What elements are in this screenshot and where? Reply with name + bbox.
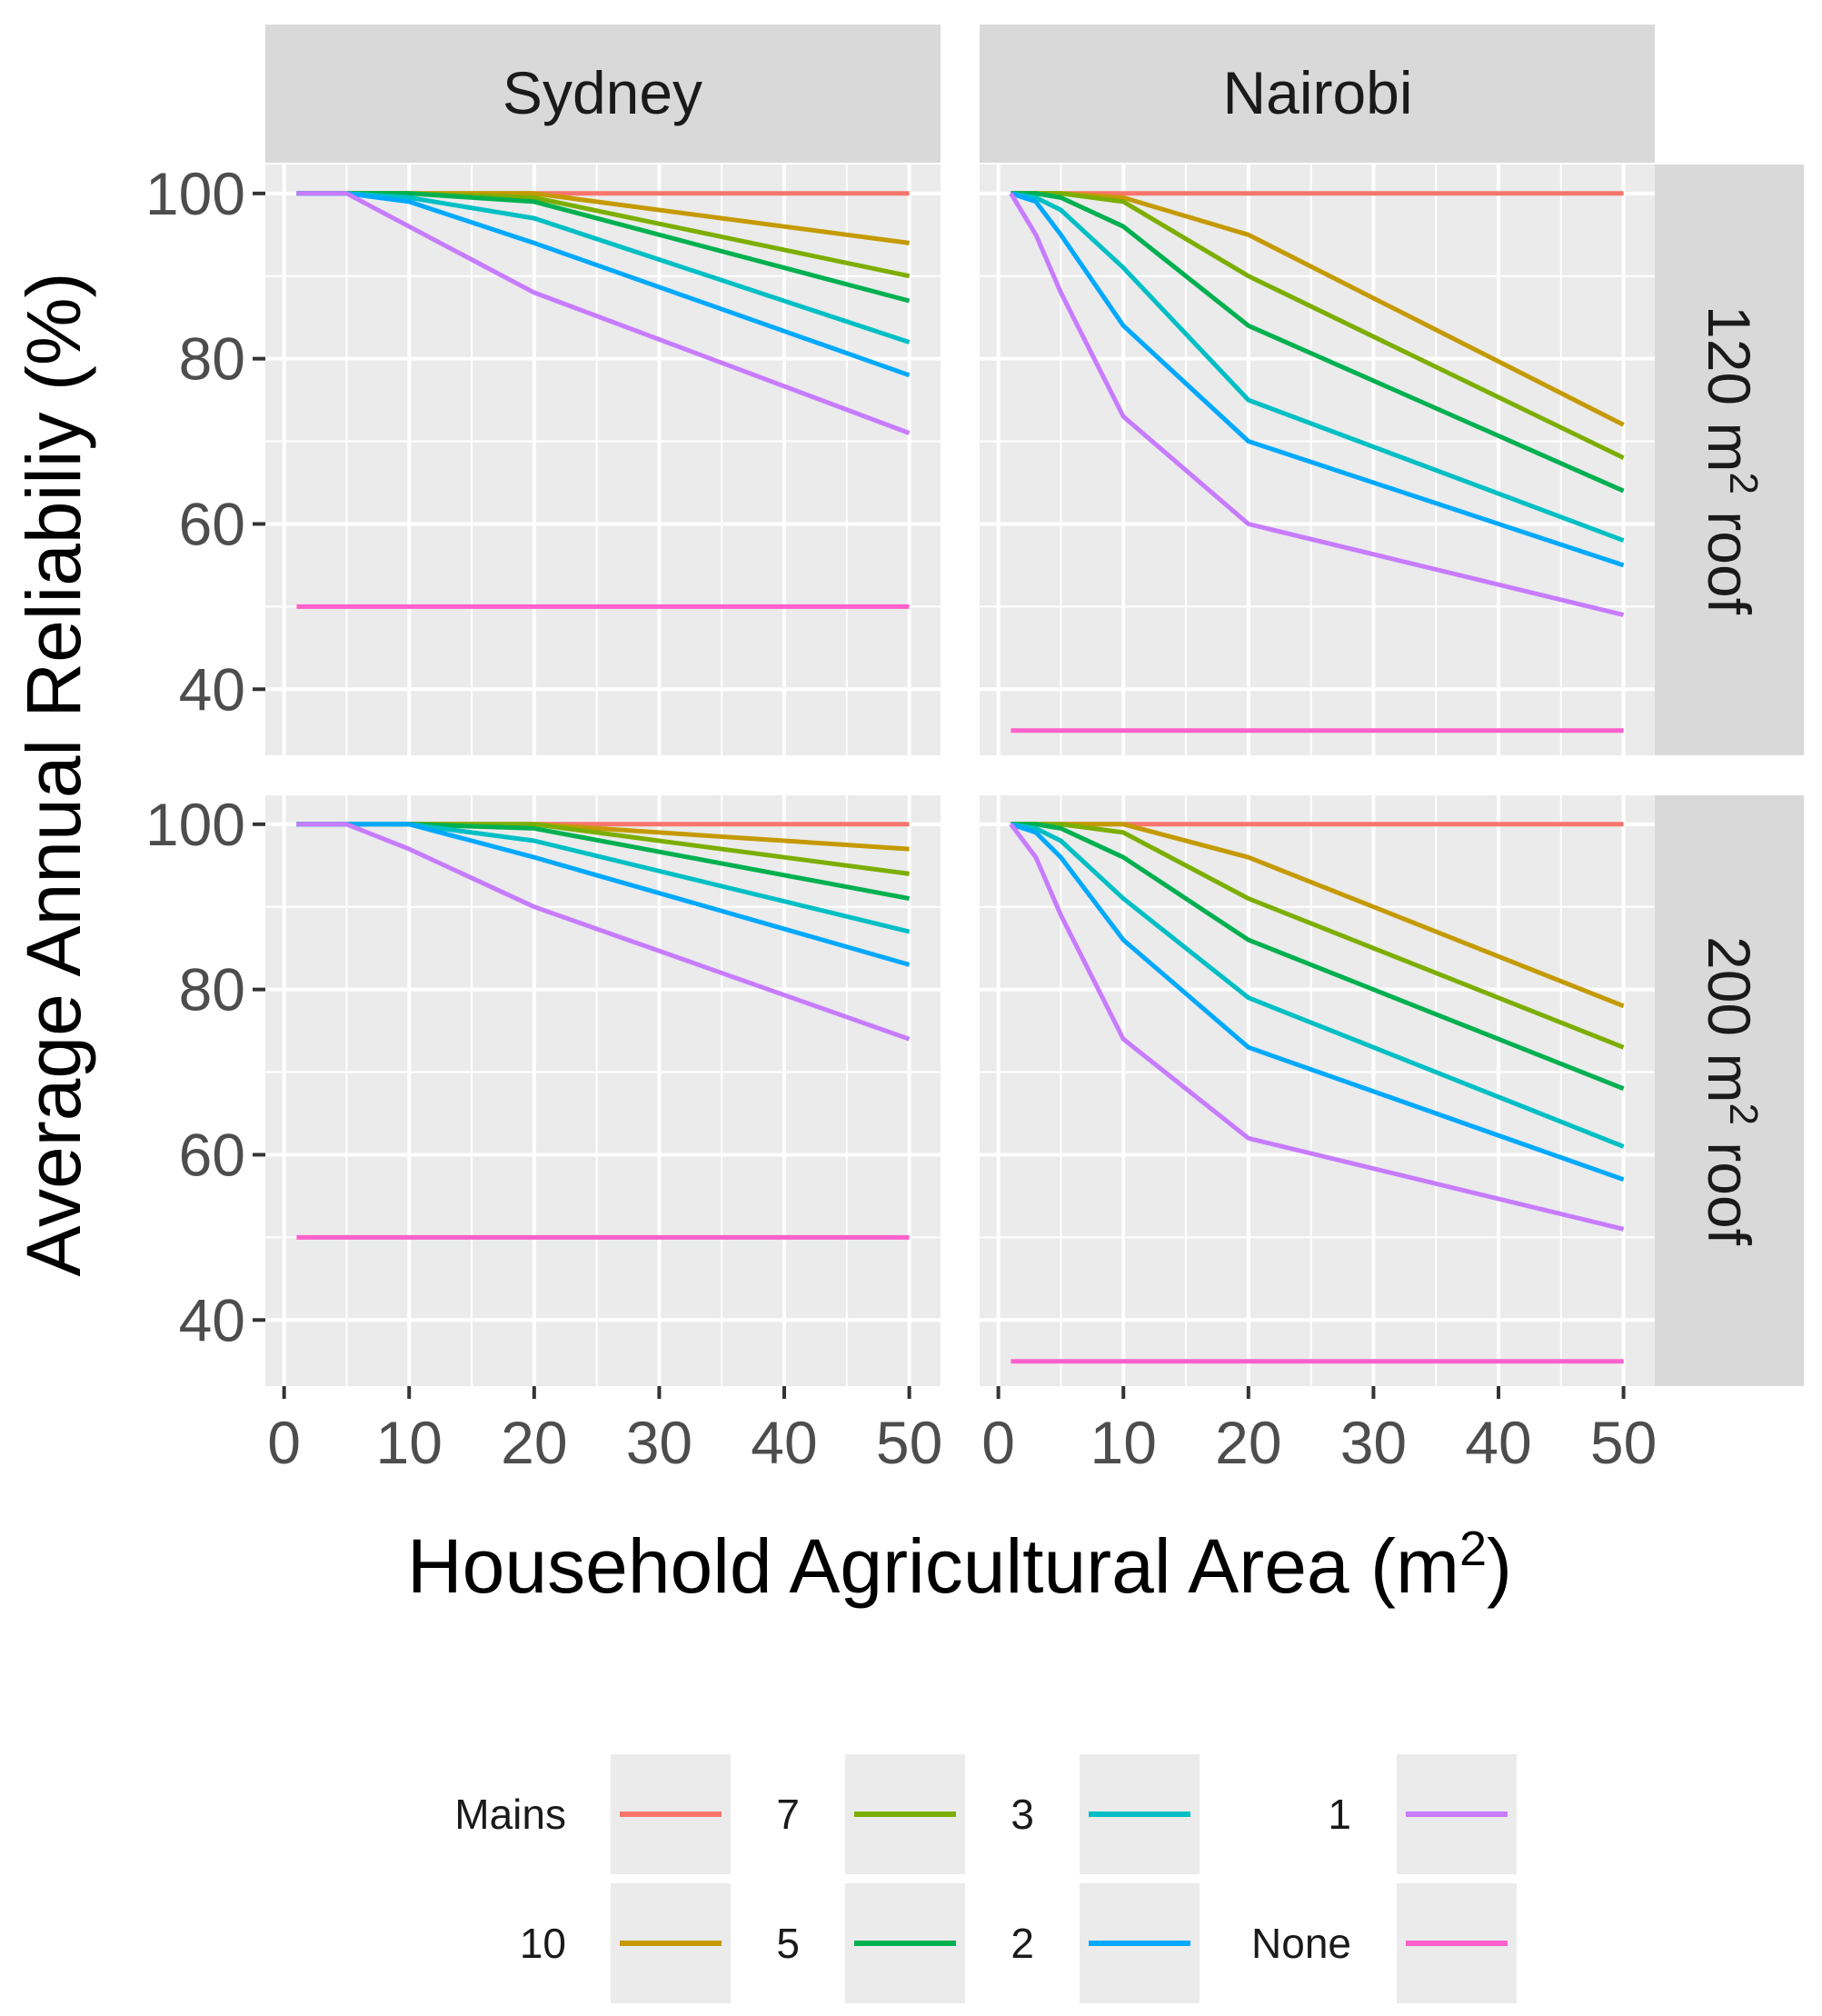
row-strip-120 bbox=[1655, 165, 1804, 755]
column-strip-nairobi bbox=[980, 25, 1655, 163]
legend-item-10: 10 bbox=[520, 1883, 731, 2003]
row-strip-200-sup: 2 bbox=[1722, 1103, 1767, 1124]
x-tick-label: 50 bbox=[876, 1409, 942, 1476]
y-tick-label: 40 bbox=[179, 1286, 245, 1353]
series-line-2 bbox=[1010, 191, 1625, 568]
panel-nairobi-200 bbox=[980, 795, 1655, 1386]
panel-background bbox=[265, 795, 941, 1386]
x-tick-label: 10 bbox=[376, 1409, 443, 1476]
panel-background bbox=[980, 165, 1655, 755]
y-tick-label: 100 bbox=[145, 791, 245, 858]
row-strip-120-pre: 120 m bbox=[1696, 305, 1763, 472]
x-tick-label: 20 bbox=[1215, 1409, 1281, 1476]
legend-item-5: 5 bbox=[776, 1883, 965, 2003]
series-line-1 bbox=[1009, 823, 1625, 1232]
x-tick-label: 50 bbox=[1590, 1409, 1657, 1476]
y-axis-title: Average Annual Reliabiliy (%) bbox=[11, 272, 96, 1276]
panels bbox=[265, 165, 1655, 1386]
series-line-2 bbox=[1010, 822, 1625, 1183]
panel-nairobi-120 bbox=[980, 165, 1655, 755]
x-tick-label: 0 bbox=[981, 1409, 1015, 1476]
legend: Mains 10 7 5 3 2 1 None bbox=[454, 1754, 1517, 2003]
column-strip-label-nairobi: Nairobi bbox=[1222, 59, 1412, 126]
series-line-5 bbox=[1011, 191, 1625, 494]
series-line-1 bbox=[296, 191, 911, 435]
y-tick-label: 60 bbox=[179, 490, 245, 557]
column-strip-sydney bbox=[265, 25, 941, 163]
column-strip-label-sydney: Sydney bbox=[503, 59, 702, 126]
x-tick-label: 30 bbox=[1340, 1409, 1407, 1476]
y-tick-label: 80 bbox=[179, 956, 245, 1023]
x-axis-title-sup: 2 bbox=[1459, 1522, 1487, 1576]
row-strip-label-200: 200 m2 roof bbox=[1696, 936, 1767, 1246]
x-axis-title-end: ) bbox=[1487, 1523, 1512, 1609]
legend-label: Mains bbox=[454, 1791, 566, 1838]
facet-strips: Sydney Nairobi 120 m2 roof 200 m2 roof bbox=[265, 25, 1804, 1386]
series-line-3 bbox=[1010, 822, 1625, 1149]
x-tick-label: 10 bbox=[1090, 1409, 1157, 1476]
series-line-5 bbox=[1011, 822, 1625, 1092]
y-tick-label: 100 bbox=[145, 160, 245, 227]
legend-label: 10 bbox=[520, 1920, 566, 1967]
panel-background bbox=[980, 795, 1655, 1386]
panel-sydney-120 bbox=[265, 165, 941, 755]
legend-item-2: 2 bbox=[1011, 1883, 1200, 2003]
legend-label: 7 bbox=[776, 1791, 800, 1838]
series-line-1 bbox=[296, 822, 911, 1042]
row-strip-120-post: roof bbox=[1696, 494, 1763, 615]
x-tick-label: 40 bbox=[751, 1409, 817, 1476]
row-strip-120-sup: 2 bbox=[1722, 472, 1767, 494]
legend-item-7: 7 bbox=[776, 1754, 965, 1874]
y-tick-label: 60 bbox=[179, 1121, 245, 1188]
legend-item-mains: Mains bbox=[454, 1754, 731, 1874]
row-strip-label-120: 120 m2 roof bbox=[1696, 305, 1767, 615]
series-line-3 bbox=[1010, 191, 1625, 543]
panel-background bbox=[265, 165, 941, 755]
x-axis-title-main: Household Agricultural Area (m bbox=[407, 1523, 1459, 1609]
panel-sydney-200 bbox=[265, 795, 941, 1386]
x-tick-label: 40 bbox=[1465, 1409, 1531, 1476]
legend-label: None bbox=[1251, 1920, 1351, 1967]
legend-item-none: None bbox=[1251, 1883, 1517, 2003]
legend-label: 5 bbox=[776, 1920, 800, 1967]
row-strip-200 bbox=[1655, 795, 1804, 1386]
row-strip-200-post: roof bbox=[1696, 1125, 1763, 1246]
legend-label: 1 bbox=[1328, 1791, 1351, 1838]
x-tick-label: 20 bbox=[501, 1409, 567, 1476]
x-tick-label: 0 bbox=[267, 1409, 301, 1476]
y-tick-label: 80 bbox=[179, 325, 245, 393]
legend-item-3: 3 bbox=[1011, 1754, 1200, 1874]
axes: 40 60 80 100 40 60 80 100 0 10 20 30 40 50 0 10 20 30 40 50 bbox=[145, 160, 1657, 1476]
x-tick-label: 30 bbox=[626, 1409, 692, 1476]
legend-label: 3 bbox=[1011, 1791, 1034, 1838]
row-strip-200-pre: 200 m bbox=[1696, 936, 1763, 1103]
legend-label: 2 bbox=[1011, 1920, 1034, 1967]
y-tick-label: 40 bbox=[179, 655, 245, 723]
x-axis-title: Household Agricultural Area (m2) bbox=[407, 1522, 1512, 1609]
series-line-1 bbox=[1009, 192, 1625, 617]
legend-item-1: 1 bbox=[1328, 1754, 1517, 1874]
